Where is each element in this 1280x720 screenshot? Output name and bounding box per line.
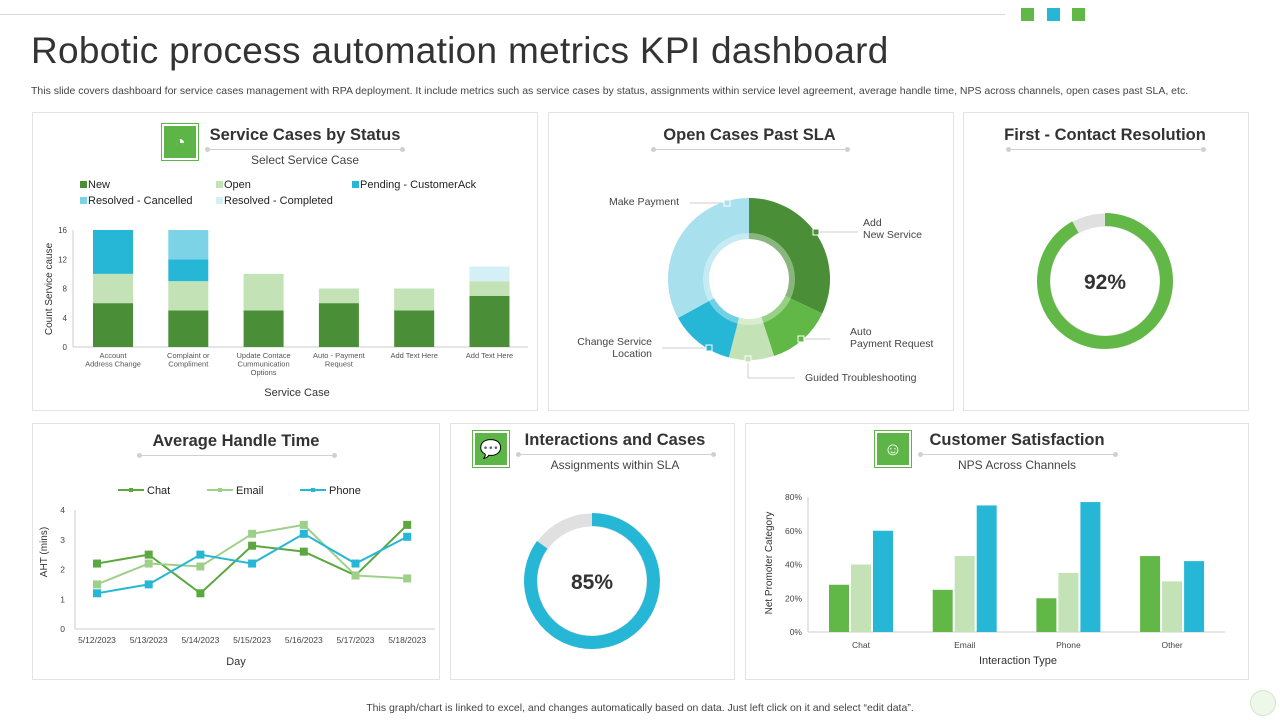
panel-aht[interactable] — [32, 423, 440, 680]
panel-title: First - Contact Resolution — [1004, 126, 1206, 144]
panel-title: Average Handle Time — [152, 432, 320, 450]
title-divider — [137, 453, 337, 458]
panel-csat[interactable] — [745, 423, 1249, 680]
chat-bubbles-icon: 💬 — [472, 430, 510, 468]
page-subtitle: This slide covers dashboard for service … — [31, 85, 1189, 97]
title-divider — [918, 452, 1118, 457]
decor-square — [1072, 8, 1085, 21]
title-divider — [1006, 147, 1206, 152]
panel-first-contact[interactable] — [963, 112, 1249, 411]
decor-square — [1047, 8, 1060, 21]
decor-circle — [1250, 690, 1276, 716]
header-divider — [0, 14, 1005, 15]
panel-title: Open Cases Past SLA — [663, 126, 836, 144]
title-divider — [516, 452, 716, 457]
panel-title: Service Cases by Status — [209, 126, 401, 144]
page-title: Robotic process automation metrics KPI d… — [31, 30, 889, 71]
title-divider — [651, 147, 850, 152]
title-divider — [205, 147, 405, 152]
panel-title: Interactions and Cases — [524, 431, 706, 449]
decor-square — [1021, 8, 1034, 21]
footer-note: This graph/chart is linked to excel, and… — [366, 702, 914, 714]
panel-open-cases[interactable] — [548, 112, 954, 411]
panel-subtitle: Select Service Case — [250, 153, 360, 167]
panel-subtitle: NPS Across Channels — [957, 458, 1077, 472]
person-chat-icon: ☺ — [874, 430, 912, 468]
panel-title: Customer Satisfaction — [929, 431, 1105, 449]
panel-subtitle: Assignments within SLA — [550, 458, 680, 472]
gauge-user-icon: ◔ — [161, 123, 199, 161]
